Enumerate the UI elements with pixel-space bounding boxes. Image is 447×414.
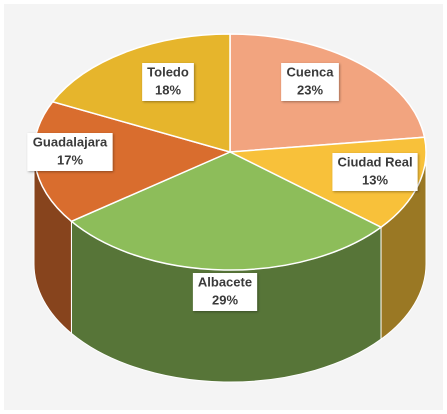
label-box [192, 273, 258, 311]
label-box [142, 63, 194, 101]
data-label: Guadalajara 17% [27, 133, 113, 171]
label-box [281, 63, 339, 101]
data-label: Cuenca 23% [281, 63, 339, 101]
slice [70, 151, 383, 271]
label-value: 23% [297, 82, 323, 97]
label-box [332, 153, 418, 191]
label-category: Ciudad Real [337, 154, 412, 169]
data-label: Ciudad Real 13% [332, 153, 418, 191]
label-category: Albacete [198, 274, 252, 289]
label-value: 13% [362, 172, 388, 187]
label-category: Toledo [147, 64, 189, 79]
label-value: 29% [212, 292, 238, 307]
label-value: 17% [57, 152, 83, 167]
label-value: 18% [155, 82, 181, 97]
data-label: Albacete 29% [192, 273, 258, 311]
data-label: Toledo 18% [142, 63, 194, 101]
label-box [27, 133, 113, 171]
label-category: Guadalajara [33, 134, 108, 149]
label-category: Cuenca [287, 64, 335, 79]
data-labels: Cuenca 23% Ciudad Real 13% Albacete 29% Guadal… [27, 63, 418, 311]
